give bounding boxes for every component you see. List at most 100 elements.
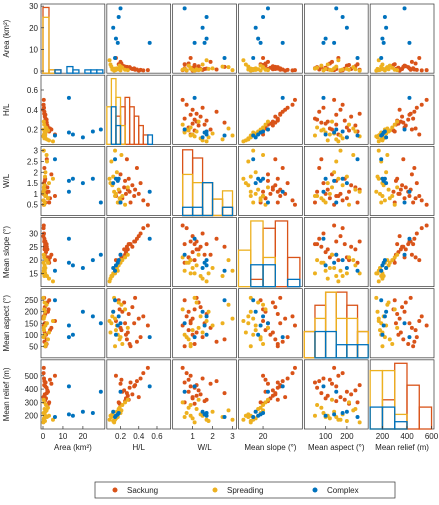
scatter-point <box>334 239 339 244</box>
scatter-point <box>401 244 406 249</box>
scatter-point <box>41 185 46 190</box>
x-axis-label: Area (km²) <box>54 443 92 452</box>
scatter-point <box>380 62 385 67</box>
scatter-point <box>192 307 197 312</box>
scatter-point <box>355 200 360 205</box>
scatter-point <box>186 389 191 394</box>
scatter-point <box>409 252 414 257</box>
scatter-point <box>147 40 152 45</box>
scatter-point <box>273 337 278 342</box>
histogram-bar <box>142 134 149 145</box>
cell-frame <box>40 3 106 74</box>
scatter-point <box>379 157 384 162</box>
scatter-point <box>338 191 343 196</box>
scatter-point <box>192 68 197 73</box>
scatter-point <box>43 194 48 199</box>
cell-frame <box>40 145 106 216</box>
scatter-point <box>382 258 387 263</box>
histogram-bar <box>335 291 348 359</box>
scatter-point <box>408 295 413 300</box>
scatter-point <box>119 408 124 413</box>
scatter-point <box>386 187 391 192</box>
scatter-point <box>278 321 283 326</box>
scatter-point <box>351 65 356 70</box>
scatter-point <box>248 309 253 314</box>
scatter-point <box>246 159 251 164</box>
scatter-point <box>402 321 407 326</box>
scatter-point <box>147 384 152 389</box>
scatter-point <box>210 409 215 414</box>
x-axis-label: W/L <box>197 443 212 452</box>
histogram-bar <box>96 69 104 74</box>
scatter-point <box>261 302 266 307</box>
scatter-point <box>43 116 48 121</box>
scatter-point <box>374 134 379 139</box>
scatter-point <box>123 191 128 196</box>
histogram-bar <box>181 173 194 217</box>
scatter-point <box>332 223 337 228</box>
scatter-point <box>119 302 124 307</box>
scatter-point <box>120 342 125 346</box>
scatter-point <box>90 258 95 263</box>
scatter-point <box>206 309 211 314</box>
cell-frame <box>106 217 172 288</box>
scatter-point <box>43 170 48 175</box>
scatter-point <box>66 412 71 417</box>
scatter-point <box>202 122 207 127</box>
x-tick-label: 2 <box>210 432 215 441</box>
scatter-point <box>402 252 407 257</box>
y-tick-label: 3 <box>34 147 39 156</box>
scatter-point <box>381 323 386 328</box>
scatter-point <box>290 102 295 107</box>
scatter-point <box>204 332 209 337</box>
histogram-bar <box>110 106 117 145</box>
scatter-point <box>66 384 71 389</box>
x-tick-label: 1 <box>190 432 195 441</box>
scatter-point <box>182 321 187 326</box>
scatter-point <box>198 392 203 397</box>
scatter-point <box>340 176 345 181</box>
y-axis-label: Mean relief (m) <box>2 367 11 421</box>
scatter-point <box>344 174 349 179</box>
scatter-point <box>41 189 46 194</box>
scatter-point <box>41 97 46 102</box>
scatter-point <box>398 187 403 192</box>
scatter-point <box>230 316 235 321</box>
histogram-bar <box>128 106 135 145</box>
scatter-point <box>198 305 203 310</box>
scatter-point <box>290 371 295 376</box>
scatter-point <box>243 62 248 67</box>
scatter-point <box>200 309 205 314</box>
scatter-point <box>214 67 219 72</box>
histogram-bar <box>221 206 234 217</box>
histogram-bar <box>262 264 276 288</box>
scatter-point <box>180 400 185 405</box>
scatter-point <box>265 127 270 132</box>
cell-frame <box>106 3 172 74</box>
scatter-point <box>52 373 57 378</box>
scatter-point <box>384 170 389 175</box>
cell-frame <box>40 359 106 430</box>
scatter-point <box>325 181 330 186</box>
scatter-point <box>379 56 384 61</box>
scatter-point <box>230 417 235 422</box>
scatter-point <box>336 373 341 378</box>
scatter-point <box>147 189 152 194</box>
scatter-point <box>192 95 197 100</box>
histogram-bar <box>147 134 154 145</box>
scatter-point <box>344 266 349 271</box>
scatter-point <box>323 263 328 268</box>
scatter-point <box>424 202 429 207</box>
scatter-point <box>270 185 275 190</box>
histogram-bar <box>201 181 214 217</box>
scatter-point <box>319 260 324 265</box>
scatter-point <box>312 194 317 199</box>
scatter-point <box>317 236 322 241</box>
scatter-point <box>424 323 429 328</box>
scatter-point <box>323 396 328 401</box>
scatter-point <box>133 383 138 388</box>
scatter-point <box>43 380 48 385</box>
scatter-point <box>395 242 400 247</box>
scatter-point <box>321 411 326 416</box>
scatter-point <box>122 300 127 305</box>
